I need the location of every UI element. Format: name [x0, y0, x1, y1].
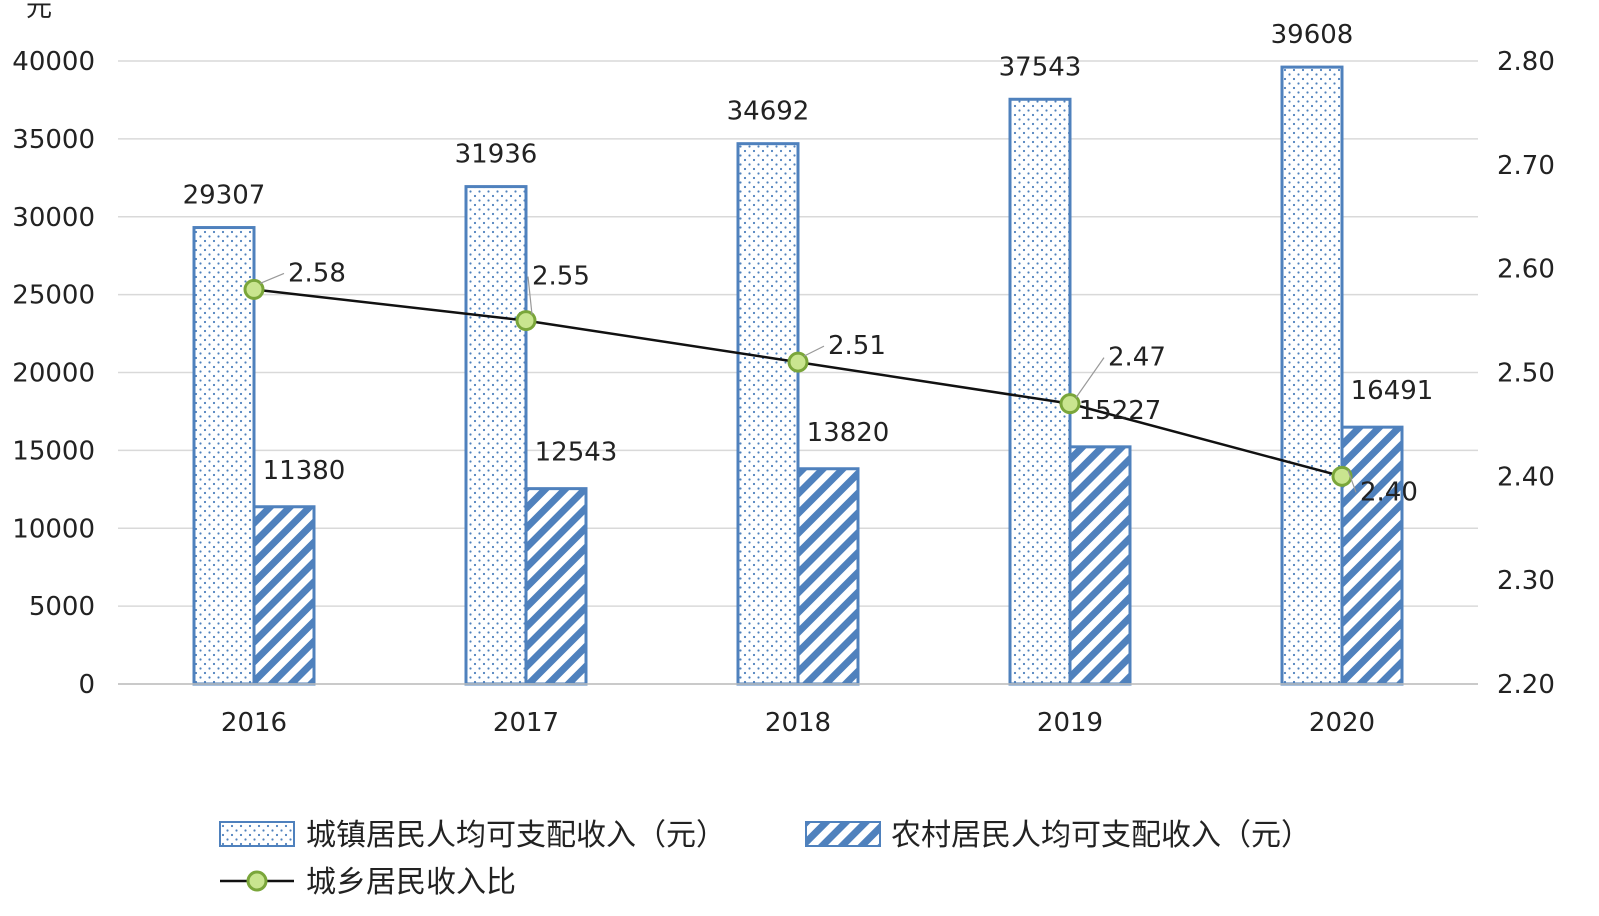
right-tick-label: 2.60 — [1497, 255, 1555, 285]
ratio-label: 2.47 — [1108, 343, 1166, 373]
ratio-leader-line — [803, 345, 825, 357]
urban-income-bar — [464, 185, 528, 686]
ratio-marker — [1331, 465, 1353, 487]
right-tick-label: 2.70 — [1497, 151, 1555, 181]
left-tick-label: 0 — [78, 670, 95, 700]
x-tick-label: 2018 — [765, 708, 831, 738]
ratio-marker — [787, 351, 809, 373]
ratio-label: 2.55 — [532, 262, 590, 292]
rural-income-bar — [1340, 425, 1404, 686]
rural-income-bar — [524, 487, 588, 686]
axes: 0 5000 10000 15000 20000 25000 30000 35000 40000… — [12, 47, 1555, 738]
ratio-marker — [1059, 393, 1081, 415]
right-tick-label: 2.20 — [1497, 670, 1555, 700]
left-tick-label: 5000 — [29, 592, 95, 622]
x-tick-label: 2017 — [493, 708, 559, 738]
urban-income-label: 39608 — [1271, 20, 1354, 50]
ratio-leader-line — [1075, 357, 1105, 398]
left-tick-label: 35000 — [12, 125, 95, 155]
data-labels: 29307 11380 31936 12543 34692 13820 37543 15227… — [183, 20, 1434, 507]
x-tick-label: 2016 — [221, 708, 287, 738]
legend-swatch-urban — [219, 821, 295, 847]
ratio-leader-line — [1347, 470, 1357, 493]
legend-label-ratio: 城乡居民收入比 — [306, 865, 516, 900]
ratio-label: 2.40 — [1360, 477, 1418, 507]
left-tick-label: 15000 — [12, 436, 95, 466]
legend-label-urban: 城镇居民人均可支配收入（元） — [306, 818, 726, 853]
x-tick-label: 2020 — [1309, 708, 1375, 738]
rural-income-label: 13820 — [807, 418, 890, 448]
right-tick-label: 2.50 — [1497, 359, 1555, 389]
ratio-label: 2.51 — [828, 331, 886, 361]
right-tick-label: 2.30 — [1497, 566, 1555, 596]
urban-income-label: 37543 — [999, 52, 1082, 82]
urban-income-bar — [736, 142, 800, 686]
rural-income-bar — [1068, 445, 1132, 686]
ratio-label: 2.58 — [288, 258, 346, 288]
bars — [192, 65, 1404, 686]
ratio-line — [243, 278, 1353, 487]
y-axis-unit-label: 元 — [26, 0, 52, 23]
left-tick-label: 25000 — [12, 281, 95, 311]
right-tick-label: 2.40 — [1497, 462, 1555, 492]
urban-income-label: 29307 — [183, 181, 266, 211]
legend-label-rural: 农村居民人均可支配收入（元） — [891, 818, 1311, 853]
urban-income-label: 34692 — [727, 97, 810, 127]
urban-income-label: 31936 — [455, 140, 538, 170]
legend: 城镇居民人均可支配收入（元） 农村居民人均可支配收入（元） 城乡居民收入比 — [219, 818, 1311, 900]
left-tick-label: 10000 — [12, 514, 95, 544]
rural-income-bar — [252, 505, 316, 686]
rural-income-label: 11380 — [263, 456, 346, 486]
rural-income-label: 12543 — [535, 438, 618, 468]
urban-income-bar — [192, 226, 256, 686]
x-tick-label: 2019 — [1037, 708, 1103, 738]
rural-income-label: 16491 — [1351, 376, 1434, 406]
rural-income-bar — [796, 467, 860, 686]
ratio-leader-line — [259, 272, 285, 284]
legend-swatch-marker — [246, 870, 268, 892]
left-tick-label: 30000 — [12, 203, 95, 233]
urban-income-bar — [1008, 97, 1072, 686]
legend-swatch-rural — [805, 821, 881, 847]
ratio-leader-line — [527, 276, 533, 315]
left-tick-label: 40000 — [12, 47, 95, 77]
right-tick-label: 2.80 — [1497, 47, 1555, 77]
ratio-marker — [243, 278, 265, 300]
rural-income-label: 15227 — [1079, 396, 1162, 426]
urban-income-bar — [1280, 65, 1344, 686]
left-tick-label: 20000 — [12, 359, 95, 389]
ratio-marker — [515, 310, 537, 332]
